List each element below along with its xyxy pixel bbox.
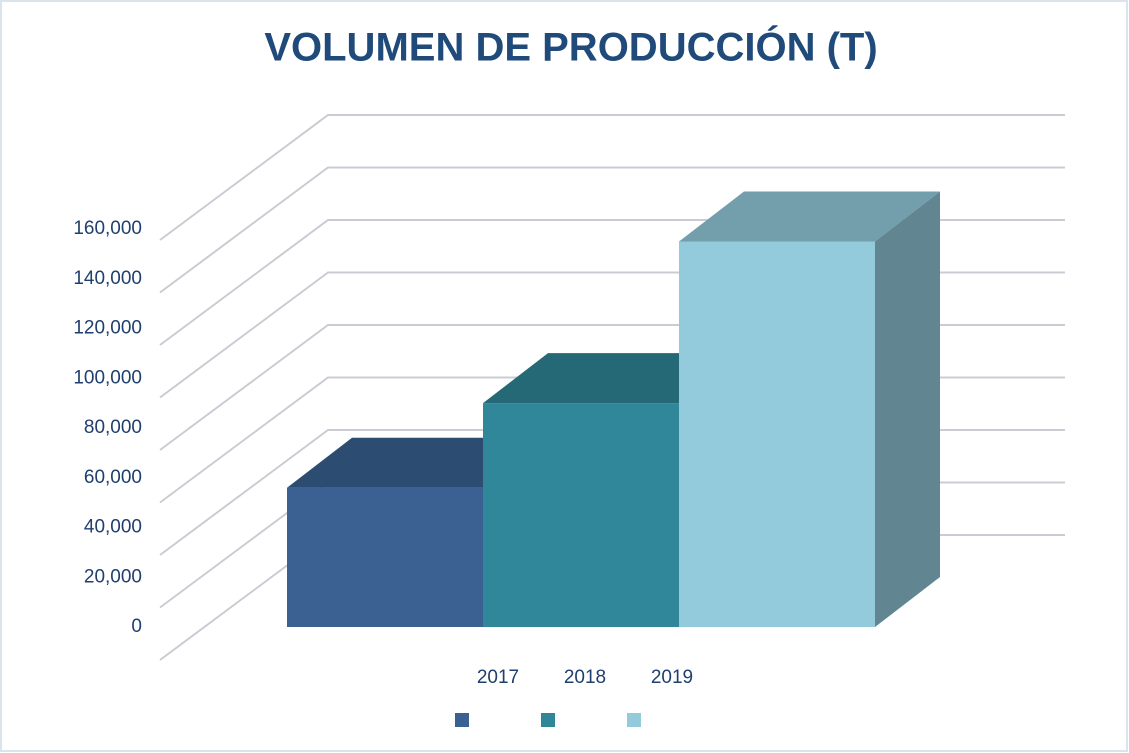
legend-swatch — [627, 713, 641, 727]
y-tick-label: 80,000 — [84, 417, 142, 438]
bar — [483, 403, 679, 627]
legend-swatch — [541, 713, 555, 727]
legend-swatch — [455, 713, 469, 727]
y-tick-label: 40,000 — [84, 517, 142, 538]
bar-side — [875, 191, 940, 627]
bar-top — [679, 191, 940, 242]
y-tick-label: 20,000 — [84, 566, 142, 587]
y-tick-label: 120,000 — [73, 318, 142, 339]
x-tick-label: 2017 — [477, 667, 519, 688]
y-tick-label: 140,000 — [73, 268, 142, 289]
grid-line — [159, 114, 1065, 241]
y-tick-label: 60,000 — [84, 467, 142, 488]
grid-line — [159, 166, 1065, 294]
y-tick-label: 160,000 — [73, 218, 142, 239]
bar-top — [483, 353, 744, 404]
x-tick-label: 2018 — [564, 667, 606, 688]
bar — [679, 241, 875, 627]
x-tick-label: 2019 — [651, 667, 693, 688]
bar-top — [287, 437, 548, 488]
bar — [287, 487, 483, 627]
y-tick-label: 0 — [131, 616, 142, 637]
y-tick-label: 100,000 — [73, 367, 142, 388]
chart-title: VOLUMEN DE PRODUCCIÓN (T) — [264, 24, 877, 70]
